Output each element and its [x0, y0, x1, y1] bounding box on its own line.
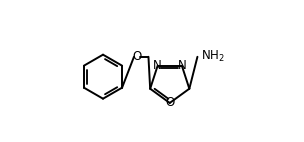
Text: NH$_2$: NH$_2$	[201, 49, 225, 64]
Text: N: N	[153, 59, 162, 72]
Text: O: O	[165, 96, 174, 109]
Text: N: N	[178, 59, 186, 72]
Text: O: O	[133, 50, 142, 63]
